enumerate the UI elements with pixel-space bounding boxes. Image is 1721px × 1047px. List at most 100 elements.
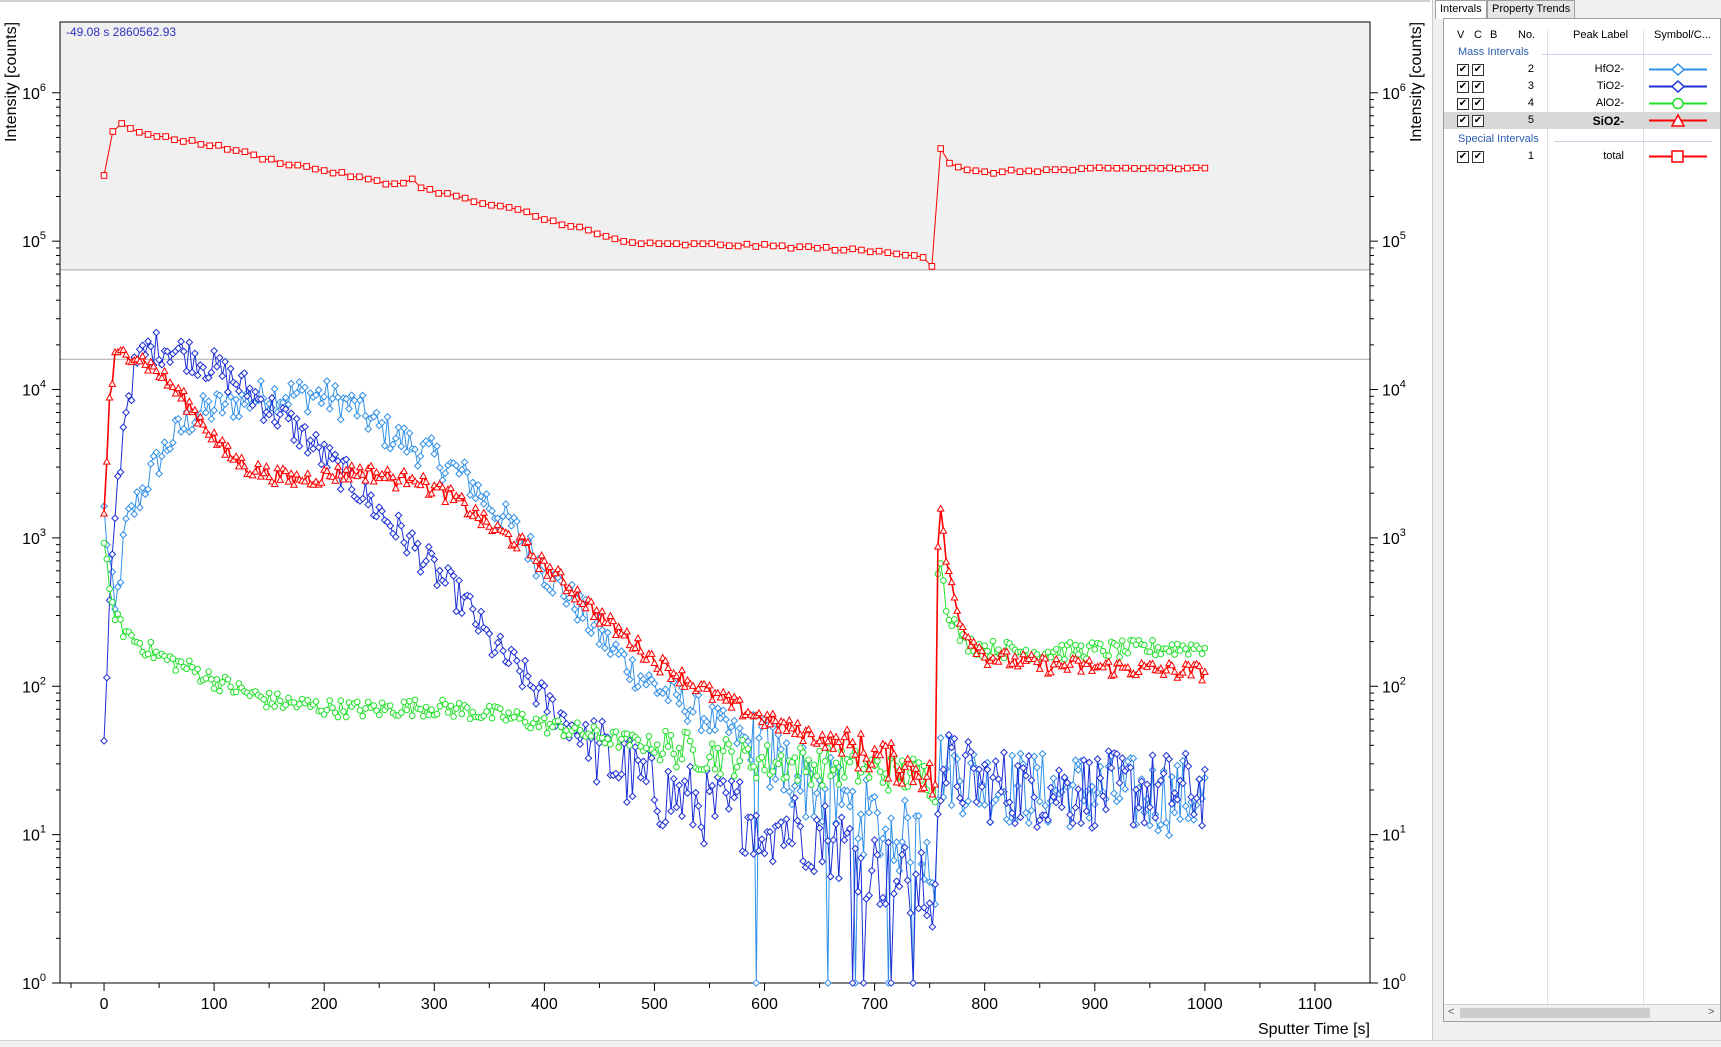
- data-point: [373, 177, 381, 184]
- visible-checkbox[interactable]: ✔: [1457, 151, 1469, 163]
- data-point: [813, 772, 821, 780]
- data-point: [241, 148, 249, 156]
- data-point: [471, 494, 480, 503]
- data-point: [750, 763, 757, 770]
- data-point: [881, 825, 890, 833]
- data-point: [1065, 660, 1075, 668]
- data-point: [408, 712, 416, 720]
- scroll-right-icon[interactable]: >: [1708, 1006, 1715, 1018]
- data-point: [194, 665, 201, 673]
- visible-checkbox[interactable]: ✔: [1457, 81, 1469, 93]
- data-point: [728, 748, 735, 755]
- data-point: [559, 710, 568, 719]
- data-point: [1025, 167, 1033, 175]
- series-symbol-icon[interactable]: [1647, 112, 1709, 129]
- data-point: [743, 240, 751, 248]
- data-point: [342, 465, 351, 473]
- data-point: [215, 141, 222, 149]
- interval-row[interactable]: ✔ ✔ 3 TiO2-: [1444, 78, 1720, 95]
- data-point: [1091, 646, 1099, 653]
- header-symbol[interactable]: Symbol/C...: [1654, 29, 1711, 41]
- data-point: [122, 408, 130, 417]
- data-point: [1148, 164, 1156, 172]
- calc-checkbox[interactable]: ✔: [1472, 151, 1484, 163]
- horizontal-scrollbar[interactable]: < >: [1444, 1004, 1720, 1021]
- data-point: [972, 649, 981, 657]
- series-symbol-icon[interactable]: [1647, 95, 1709, 112]
- visible-checkbox[interactable]: ✔: [1457, 98, 1469, 110]
- interval-row[interactable]: ✔ ✔ 4 AlO2-: [1444, 95, 1720, 112]
- data-point: [587, 629, 596, 638]
- data-point: [138, 341, 147, 350]
- data-point: [1047, 653, 1055, 661]
- data-point: [1201, 644, 1209, 652]
- data-point: [435, 190, 442, 197]
- data-point: [1154, 826, 1162, 835]
- data-point: [661, 656, 670, 664]
- data-point: [174, 383, 183, 392]
- data-point: [375, 711, 383, 719]
- data-point: [108, 567, 117, 576]
- data-point: [895, 882, 904, 891]
- calc-checkbox[interactable]: ✔: [1472, 81, 1484, 93]
- data-point: [185, 397, 194, 405]
- header-b[interactable]: B: [1490, 29, 1498, 41]
- data-point: [402, 548, 411, 557]
- data-point: [419, 471, 428, 479]
- data-point: [303, 449, 312, 457]
- calc-checkbox[interactable]: ✔: [1472, 98, 1484, 110]
- data-point: [830, 766, 837, 774]
- data-point: [622, 627, 631, 635]
- data-point: [356, 396, 364, 405]
- data-point: [595, 738, 604, 747]
- series-symbol-icon[interactable]: [1647, 61, 1709, 78]
- data-point: [931, 780, 940, 788]
- interval-row[interactable]: ✔ ✔ 5 SiO2-: [1444, 112, 1720, 129]
- data-point: [152, 366, 161, 375]
- header-no[interactable]: No.: [1518, 29, 1536, 41]
- data-point: [865, 765, 874, 773]
- tab-intervals[interactable]: Intervals: [1435, 0, 1487, 19]
- data-point: [963, 166, 971, 174]
- data-point: [724, 690, 733, 698]
- data-point: [791, 754, 799, 761]
- data-point: [656, 756, 664, 764]
- tab-property-trends[interactable]: Property Trends: [1487, 0, 1576, 18]
- data-point: [457, 465, 466, 474]
- visible-checkbox[interactable]: ✔: [1457, 115, 1469, 127]
- data-point: [260, 696, 267, 703]
- data-point: [403, 706, 411, 714]
- interval-row[interactable]: ✔ ✔ 2 HfO2-: [1444, 61, 1720, 78]
- data-point: [1077, 819, 1085, 828]
- depth-profile-chart[interactable]: 0 100 200 300 400 500 600 700 800 900 1000 1100 100 1…: [0, 0, 1430, 1046]
- data-point: [397, 470, 406, 478]
- y-tick-label-left: 106: [22, 82, 46, 103]
- series-symbol-icon[interactable]: [1647, 148, 1709, 165]
- scrollbar-thumb[interactable]: [1460, 1008, 1650, 1018]
- data-point: [942, 779, 951, 787]
- data-point: [914, 811, 923, 820]
- series-symbol-icon[interactable]: [1647, 78, 1709, 95]
- header-c[interactable]: C: [1474, 29, 1482, 41]
- y-tick-label-right: 103: [1382, 527, 1406, 548]
- data-point: [898, 850, 907, 859]
- status-bar: [0, 1040, 1721, 1047]
- group-mass-intervals: Mass Intervals: [1458, 46, 1529, 58]
- data-point: [915, 759, 922, 766]
- data-point: [719, 747, 727, 755]
- data-point: [147, 638, 155, 646]
- data-point: [221, 450, 230, 458]
- data-point: [130, 510, 139, 519]
- data-point: [997, 787, 1006, 796]
- calc-checkbox[interactable]: ✔: [1472, 64, 1484, 76]
- data-point: [190, 349, 199, 358]
- calc-checkbox[interactable]: ✔: [1472, 115, 1484, 127]
- data-point: [276, 475, 285, 483]
- header-peak-label[interactable]: Peak Label: [1573, 29, 1629, 41]
- scroll-left-icon[interactable]: <: [1448, 1006, 1455, 1018]
- visible-checkbox[interactable]: ✔: [1457, 64, 1469, 76]
- header-v[interactable]: V: [1457, 29, 1465, 41]
- data-point: [405, 429, 414, 438]
- data-point: [774, 760, 782, 768]
- interval-row[interactable]: ✔ ✔ 1 total: [1444, 148, 1720, 165]
